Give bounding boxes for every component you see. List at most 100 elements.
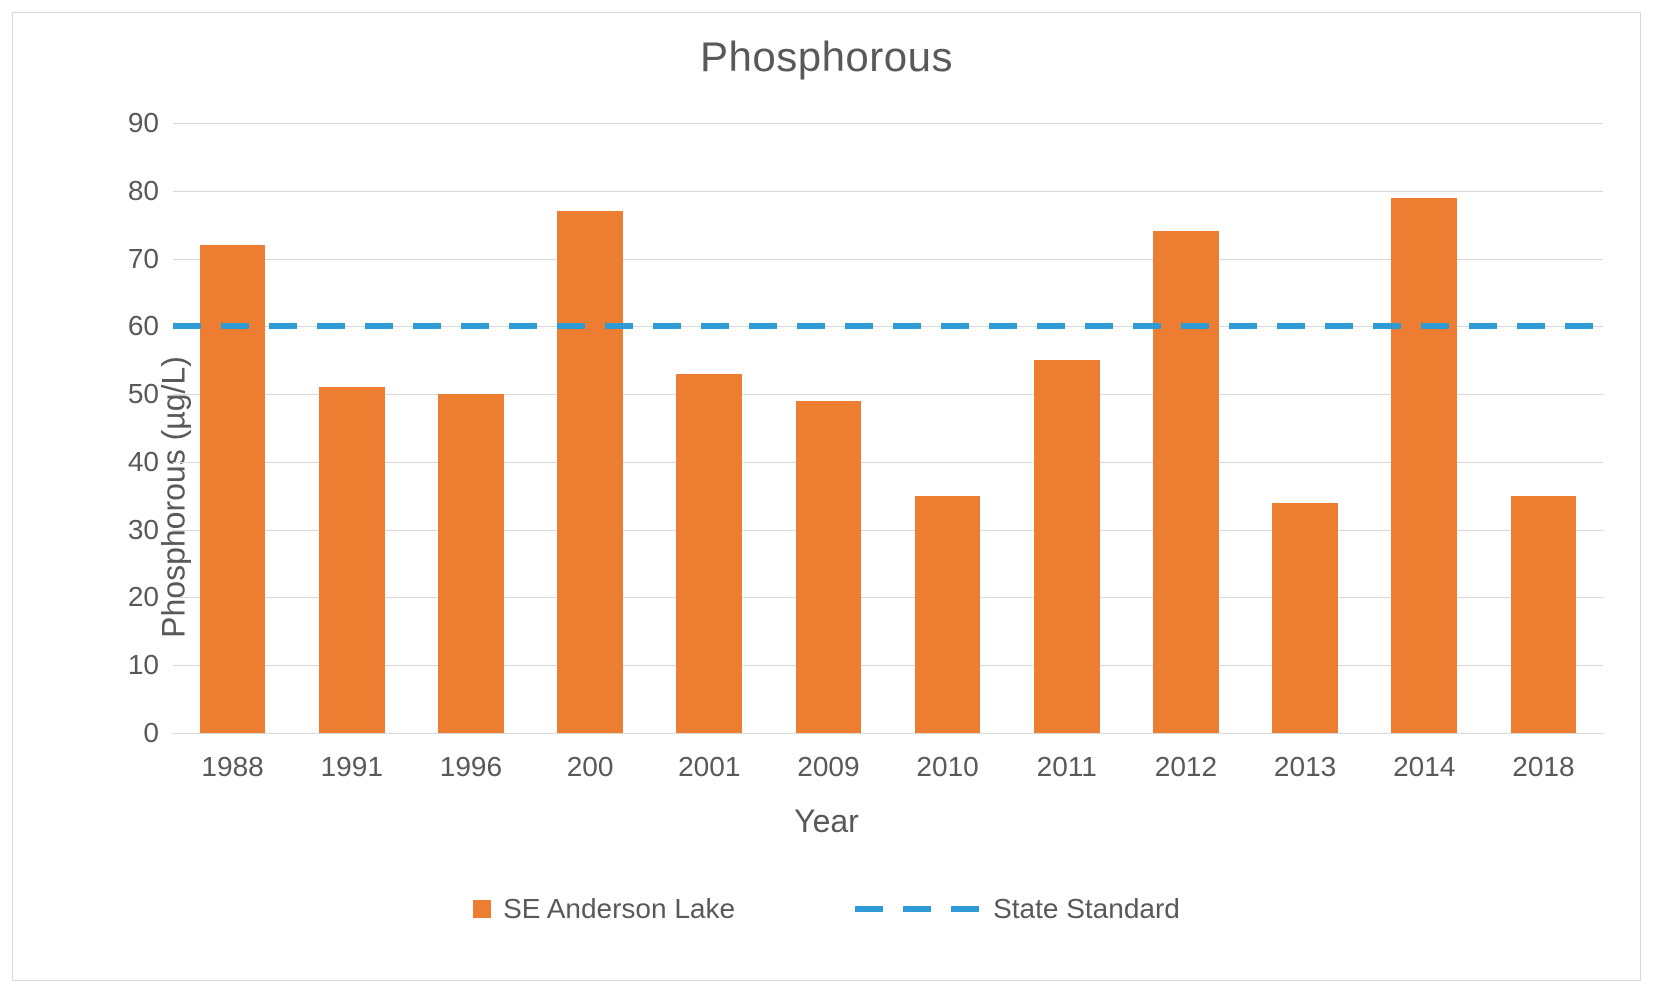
x-tick-label: 200 — [567, 733, 614, 783]
legend-item: State Standard — [855, 893, 1180, 925]
dash-gap — [1113, 323, 1133, 329]
dash-segment — [605, 323, 633, 329]
dash-segment — [221, 323, 249, 329]
gridline — [173, 530, 1603, 531]
gridline — [173, 259, 1603, 260]
dash-gap — [441, 323, 461, 329]
dash-segment — [173, 323, 201, 329]
dash-gap — [201, 323, 221, 329]
dash-gap — [1353, 323, 1373, 329]
dash-gap — [1161, 323, 1181, 329]
chart-title: Phosphorous — [13, 33, 1640, 81]
bar — [438, 394, 504, 733]
dash-gap — [1401, 323, 1421, 329]
dash-gap — [585, 323, 605, 329]
dash-segment — [749, 323, 777, 329]
x-tick-label: 2018 — [1512, 733, 1574, 783]
bar — [1034, 360, 1100, 733]
dash-gap — [1497, 323, 1517, 329]
legend: SE Anderson Lake State Standard — [13, 893, 1640, 925]
y-tick-label: 70 — [128, 243, 173, 275]
dash-segment — [855, 906, 883, 912]
dash-gap — [393, 323, 413, 329]
dash-gap — [537, 323, 557, 329]
dash-segment — [557, 323, 585, 329]
y-tick-label: 90 — [128, 107, 173, 139]
dash-segment — [845, 323, 873, 329]
y-tick-label: 60 — [128, 310, 173, 342]
dash-gap — [249, 323, 269, 329]
y-tick-label: 80 — [128, 175, 173, 207]
legend-swatch-icon — [855, 906, 979, 912]
y-tick-label: 50 — [128, 378, 173, 410]
dash-gap — [777, 323, 797, 329]
x-tick-label: 1988 — [201, 733, 263, 783]
dash-segment — [1469, 323, 1497, 329]
dash-segment — [1421, 323, 1449, 329]
dash-gap — [633, 323, 653, 329]
gridline — [173, 733, 1603, 734]
dash-gap — [1065, 323, 1085, 329]
dash-segment — [461, 323, 489, 329]
dash-segment — [317, 323, 345, 329]
legend-label: State Standard — [993, 893, 1180, 925]
x-tick-label: 2001 — [678, 733, 740, 783]
dash-segment — [989, 323, 1017, 329]
y-tick-label: 10 — [128, 649, 173, 681]
gridline — [173, 665, 1603, 666]
legend-swatch-icon — [473, 900, 491, 918]
bar — [200, 245, 266, 733]
dash-segment — [1325, 323, 1353, 329]
dash-gap — [873, 323, 893, 329]
gridline — [173, 123, 1603, 124]
plot-area: 0102030405060708090198819911996200200120… — [173, 123, 1603, 733]
gridline — [173, 597, 1603, 598]
dash-gap — [825, 323, 845, 329]
dash-segment — [1517, 323, 1545, 329]
bar — [1272, 503, 1338, 733]
dash-gap — [1209, 323, 1229, 329]
dash-gap — [681, 323, 701, 329]
y-tick-label: 0 — [143, 717, 173, 749]
chart-container: Phosphorous Phosphorous (µg/L) 010203040… — [0, 0, 1653, 993]
y-tick-label: 40 — [128, 446, 173, 478]
dash-segment — [797, 323, 825, 329]
dash-gap — [1017, 323, 1037, 329]
dash-segment — [365, 323, 393, 329]
bar — [1511, 496, 1577, 733]
bar — [1153, 231, 1219, 733]
gridline — [173, 394, 1603, 395]
x-axis-title: Year — [13, 803, 1640, 840]
state-standard-line — [173, 323, 1603, 329]
dash-gap — [489, 323, 509, 329]
dash-gap — [1545, 323, 1565, 329]
y-tick-label: 20 — [128, 581, 173, 613]
dash-segment — [1229, 323, 1257, 329]
dash-segment — [893, 323, 921, 329]
gridline — [173, 462, 1603, 463]
dash-gap — [297, 323, 317, 329]
legend-label: SE Anderson Lake — [503, 893, 735, 925]
bar — [1391, 198, 1457, 733]
gridline — [173, 191, 1603, 192]
dash-segment — [1085, 323, 1113, 329]
legend-item: SE Anderson Lake — [473, 893, 735, 925]
x-tick-label: 2014 — [1393, 733, 1455, 783]
bar — [915, 496, 981, 733]
x-tick-label: 1991 — [321, 733, 383, 783]
x-tick-label: 2013 — [1274, 733, 1336, 783]
dash-segment — [653, 323, 681, 329]
bar — [319, 387, 385, 733]
x-tick-label: 2011 — [1037, 733, 1097, 783]
dash-gap — [1593, 323, 1603, 329]
dash-gap — [1305, 323, 1325, 329]
dash-segment — [951, 906, 979, 912]
x-tick-label: 2010 — [916, 733, 978, 783]
chart-frame: Phosphorous Phosphorous (µg/L) 010203040… — [12, 12, 1641, 981]
bar — [557, 211, 623, 733]
dash-gap — [345, 323, 365, 329]
dash-gap — [969, 323, 989, 329]
dash-gap — [1257, 323, 1277, 329]
dash-segment — [1181, 323, 1209, 329]
dash-gap — [921, 323, 941, 329]
